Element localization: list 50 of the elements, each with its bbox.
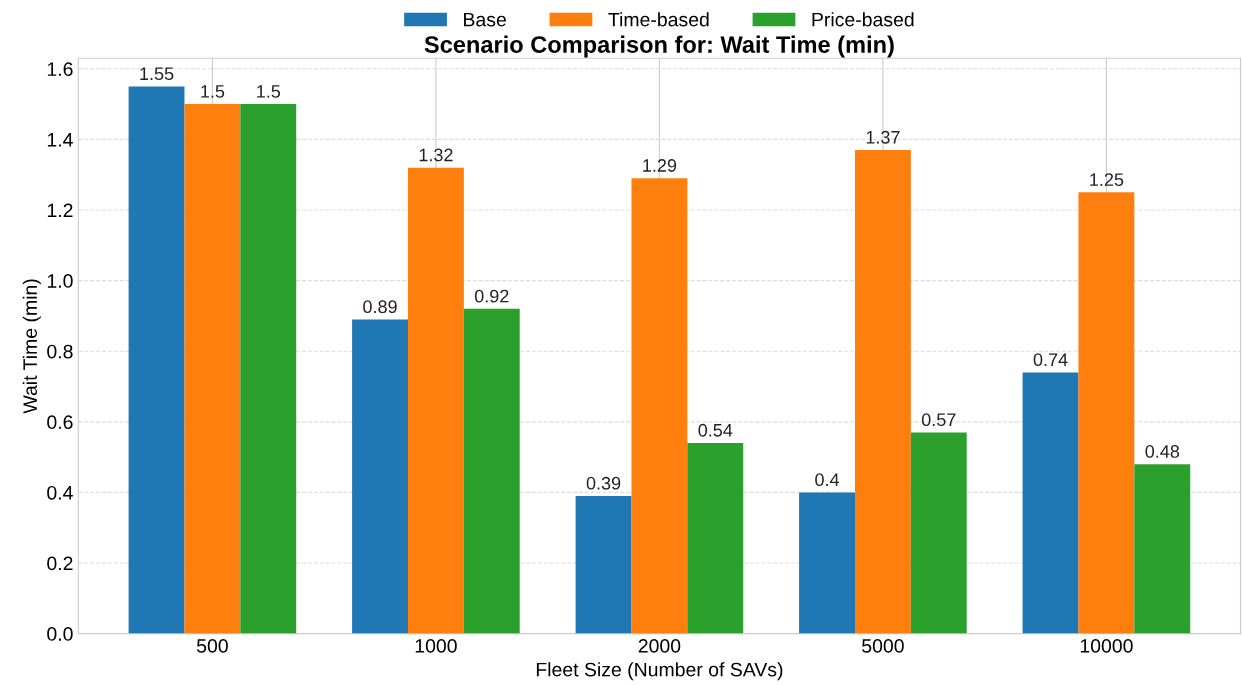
data-label: 0.4 — [815, 473, 840, 487]
data-label: 0.48 — [1145, 445, 1180, 458]
y-tick-label: 0.4 — [47, 485, 73, 500]
x-tick-label: 2000 — [638, 639, 681, 653]
data-label: 1.55 — [140, 67, 174, 81]
data-label: 0.57 — [921, 413, 956, 427]
y-tick-label: 0.8 — [47, 344, 73, 359]
bar — [1078, 192, 1135, 634]
bar — [184, 104, 241, 634]
legend-label: Time-based — [608, 12, 709, 27]
y-tick-label: 1.0 — [47, 274, 73, 288]
bar — [575, 495, 632, 634]
y-tick-label: 1.2 — [47, 203, 73, 218]
data-label: 1.32 — [419, 148, 453, 162]
bar — [1134, 464, 1191, 634]
bar — [1022, 372, 1079, 634]
bar — [910, 432, 967, 634]
bar — [854, 150, 911, 634]
bar — [407, 167, 464, 634]
y-tick-label: 1.6 — [47, 62, 73, 77]
data-label: 0.54 — [698, 423, 733, 437]
legend-label: Price-based — [812, 12, 914, 27]
data-label: 0.39 — [586, 476, 621, 490]
bar — [687, 443, 744, 634]
bar — [463, 308, 520, 634]
y-tick-label: 0.0 — [47, 627, 73, 641]
x-tick-label: 5000 — [862, 639, 904, 653]
chart-title: Scenario Comparison for: Wait Time (min) — [424, 35, 894, 58]
x-axis-title: Fleet Size (Number of SAVs) — [536, 662, 783, 681]
x-tick-label: 10000 — [1080, 639, 1133, 653]
y-axis-title: Wait Time (min) — [22, 279, 41, 414]
bar — [799, 492, 855, 634]
data-label: 0.74 — [1033, 353, 1068, 367]
data-label: 1.37 — [866, 130, 900, 144]
bar — [128, 86, 185, 634]
bar — [240, 104, 297, 634]
bar — [631, 178, 688, 634]
y-tick-label: 1.4 — [47, 133, 73, 147]
legend-label: Base — [464, 12, 506, 27]
data-label: 1.25 — [1090, 173, 1124, 187]
x-tick-label: 500 — [196, 639, 228, 653]
data-label: 1.5 — [257, 85, 281, 98]
x-tick-label: 1000 — [415, 639, 457, 653]
bar — [352, 319, 408, 634]
data-label: 1.5 — [201, 85, 225, 98]
data-label: 0.92 — [474, 289, 509, 303]
data-label: 0.89 — [363, 300, 397, 314]
data-label: 1.29 — [643, 159, 677, 172]
y-tick-label: 0.2 — [47, 556, 73, 571]
y-tick-label: 0.6 — [47, 415, 73, 430]
